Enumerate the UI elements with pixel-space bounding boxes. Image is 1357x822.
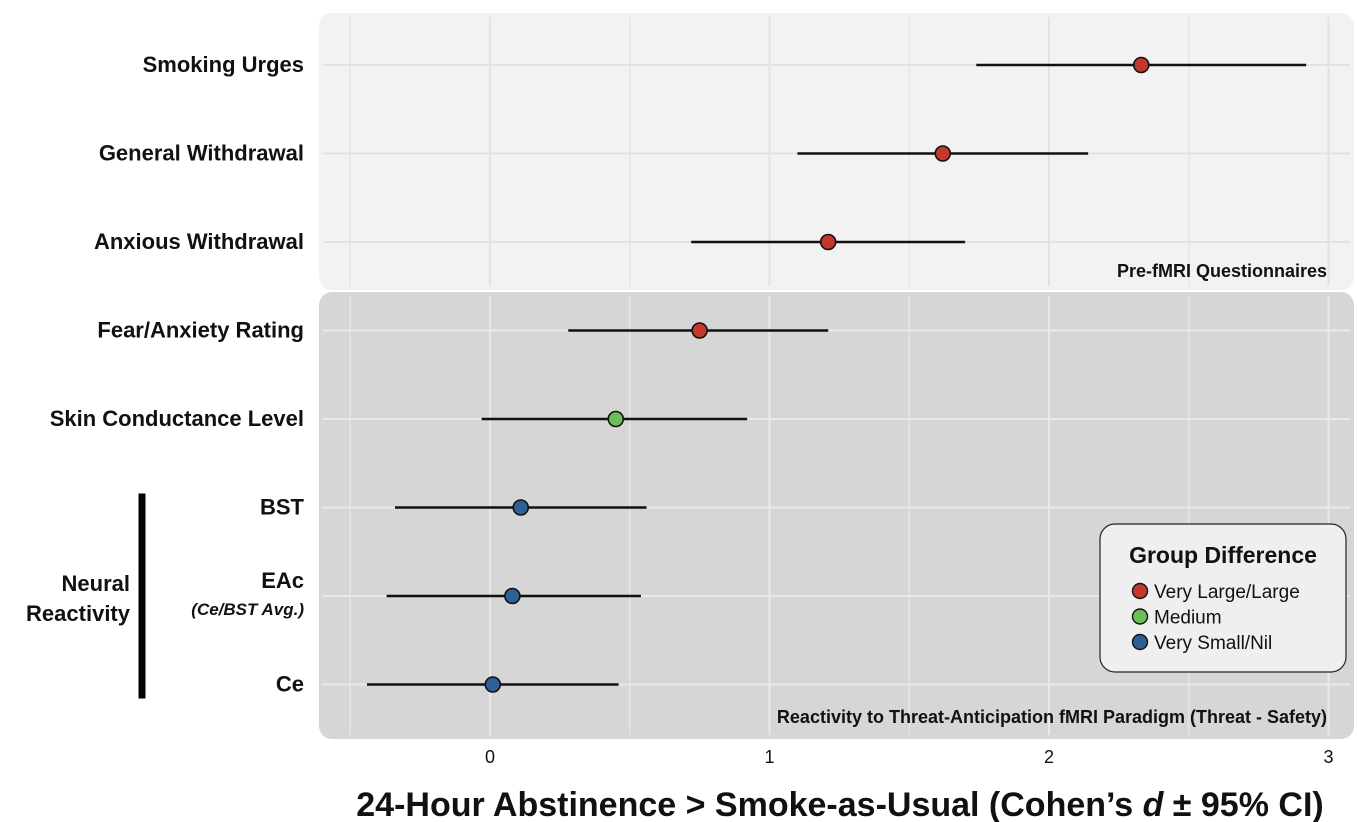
panel-label: Reactivity to Threat-Anticipation fMRI P…: [777, 707, 1327, 727]
effect-point: [1132, 56, 1150, 74]
legend-entry-label: Very Small/Nil: [1154, 633, 1272, 654]
row-label: Ce: [276, 672, 304, 697]
row-sublabel: (Ce/BST Avg.): [191, 600, 304, 619]
x-axis-label-italic-d: d: [1143, 786, 1165, 822]
x-tick-label: 2: [1044, 747, 1054, 767]
row-label: EAc: [261, 568, 304, 593]
legend-swatch: [1131, 608, 1149, 625]
legend-entry-label: Very Large/Large: [1154, 582, 1300, 603]
x-axis-label-part-1: 24-Hour Abstinence > Smoke-as-Usual (Coh…: [356, 786, 1142, 822]
row-label: BST: [260, 495, 305, 520]
panel-label: Pre-fMRI Questionnaires: [1117, 261, 1327, 281]
group-label: Reactivity: [26, 601, 131, 626]
effect-point: [819, 233, 837, 251]
legend-entry-label: Medium: [1154, 608, 1222, 629]
x-tick-labels: 0 1 2 3: [485, 747, 1334, 767]
legend-swatch: [1131, 633, 1149, 651]
row-label: Anxious Withdrawal: [94, 229, 304, 254]
panel-backgrounds: [319, 13, 1354, 739]
x-tick-label: 1: [764, 747, 774, 767]
row-labels: Smoking Urges General Withdrawal Anxious W…: [50, 52, 305, 697]
legend-swatch: [1131, 582, 1149, 600]
effect-point: [691, 322, 708, 339]
x-tick-label: 3: [1323, 747, 1333, 767]
effect-points: [484, 56, 1150, 693]
effect-point: [484, 676, 502, 693]
effect-point: [512, 499, 530, 516]
group-label: Neural: [62, 571, 130, 596]
legend-title: Group Difference: [1129, 542, 1317, 568]
effect-point: [934, 145, 952, 162]
panel-background: [319, 292, 1354, 739]
row-label: Fear/Anxiety Rating: [97, 318, 304, 343]
row-label: Skin Conductance Level: [50, 406, 304, 431]
x-tick-label: 0: [485, 747, 495, 767]
x-axis-label: 24-Hour Abstinence > Smoke-as-Usual (Coh…: [356, 786, 1323, 822]
x-axis-label-part-3: ± 95% CI): [1163, 786, 1323, 822]
effect-point: [607, 410, 625, 428]
legend-box: [1099, 523, 1347, 673]
row-label: Smoking Urges: [143, 52, 304, 77]
effect-point: [504, 587, 521, 605]
row-label: General Withdrawal: [99, 141, 304, 166]
panel-labels: Pre-fMRI Questionnaires Reactivity to Thr…: [777, 261, 1327, 727]
legend: Group Difference Very Large/Large Medium Ve…: [1099, 523, 1347, 673]
group-bracket: Neural Reactivity: [26, 493, 146, 699]
panel-background: [319, 13, 1354, 290]
